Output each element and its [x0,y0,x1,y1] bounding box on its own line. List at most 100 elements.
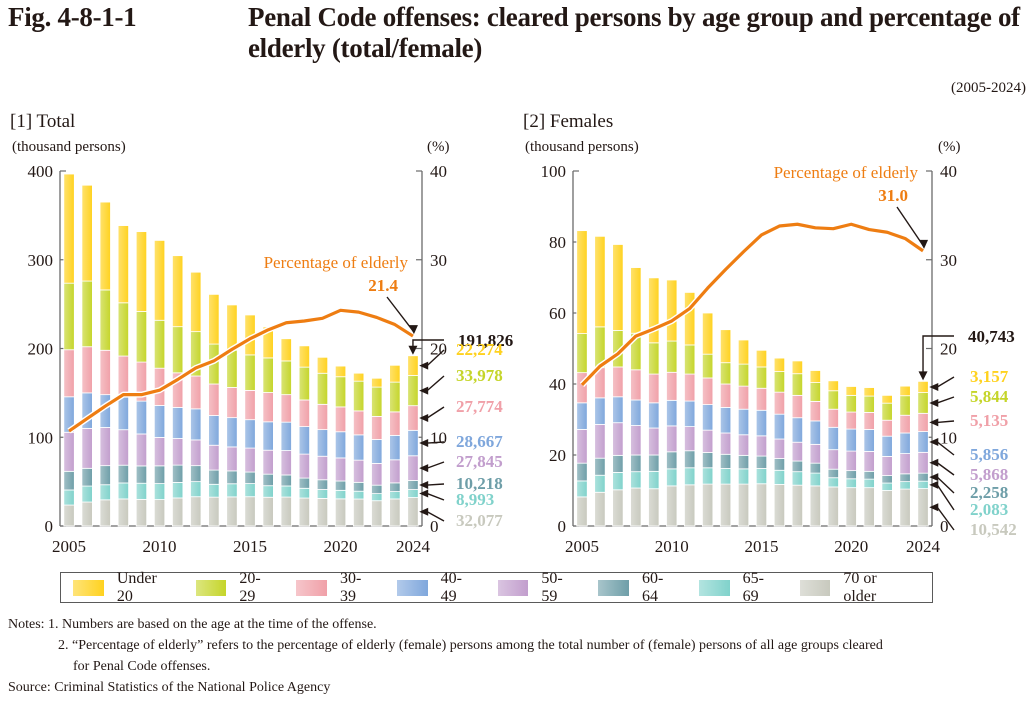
bar-60-64-2008 [117,464,129,484]
segment-label-65-69: 8,993 [456,490,494,509]
bar-60-64-2005 [576,462,588,482]
bar-under-20-2018 [298,345,311,368]
bar-60-64-2023 [389,482,401,492]
legend-label: 20-29 [239,569,261,605]
bar-65-69-2020 [334,489,347,500]
bar-40-49-2022 [371,439,383,464]
bar-under-20-2013 [208,293,220,345]
bar-60-64-2016 [262,473,274,487]
bar-30-39-2008 [630,369,642,401]
line-label: Percentage of elderly [774,163,919,182]
bar-70-or-older-2014 [226,496,238,527]
y2-tick-label: 10 [430,428,447,447]
bar-50-59-2013 [719,432,732,455]
bar-stack-2005 [576,230,588,527]
bar-30-39-2012 [701,377,714,405]
legend-label: Under 20 [116,569,157,605]
bar-under-20-2023 [389,364,401,383]
bar-65-69-2019 [316,489,329,499]
bar-under-20-2006 [594,235,606,328]
bar-50-59-2010 [666,425,678,453]
bar-50-59-2024 [407,455,419,481]
bar-40-49-2023 [899,432,911,454]
bar-20-29-2014 [226,349,238,388]
bar-under-20-2010 [153,240,166,321]
segment-label-under-20: 3,157 [970,367,1009,386]
bar-60-64-2017 [791,460,804,473]
bar-65-69-2015 [755,468,768,485]
bar-20-29-2006 [81,280,93,348]
bar-60-64-2021 [352,481,365,492]
bar-30-39-2016 [773,391,786,415]
bar-30-39-2011 [684,373,696,402]
bar-30-39-2016 [262,392,274,423]
y-tick-label: 20 [549,446,566,465]
bar-under-20-2017 [280,338,292,362]
segment-label-30-39: 27,774 [456,397,503,416]
bar-70-or-older-2016 [262,496,274,527]
bar-60-64-2019 [827,468,839,479]
bar-65-69-2023 [389,491,401,500]
bar-60-64-2023 [899,473,911,483]
bar-65-69-2011 [684,467,696,486]
bar-30-39-2019 [316,403,329,431]
bar-70-or-older-2019 [827,486,839,527]
bar-50-59-2005 [63,431,75,472]
line-callout-arrow [386,296,415,333]
legend-label: 30-39 [340,569,362,605]
bar-30-39-2021 [863,411,875,430]
bar-65-69-2021 [863,478,875,489]
bar-40-49-2020 [845,428,857,452]
bar-20-29-2020 [334,376,347,408]
bar-50-59-2019 [316,455,329,481]
bar-stack-2008 [117,225,129,527]
bar-under-20-2009 [135,231,148,312]
bar-20-29-2017 [280,360,292,396]
bar-stack-2009 [135,231,148,527]
y2-tick-label: 20 [940,340,957,359]
bar-20-29-2022 [881,402,893,421]
y-tick-label: 300 [28,251,54,270]
bar-60-64-2007 [99,465,111,486]
bar-70-or-older-2013 [208,496,220,527]
legend-item-under-20: Under 20 [73,570,175,606]
segment-callout-arrowhead [929,398,939,407]
bar-50-59-2018 [809,443,821,464]
y-tick-label: 0 [558,517,567,536]
bar-65-69-2020 [845,478,857,489]
bar-50-59-2016 [773,438,786,459]
y2-tick-label: 30 [940,251,957,270]
bar-20-29-2011 [684,344,696,375]
bar-20-29-2013 [719,362,732,385]
bar-65-69-2015 [244,483,256,498]
bar-stack-2006 [594,235,606,527]
bar-60-64-2015 [244,471,256,484]
bar-20-29-2021 [863,395,875,413]
bar-70-or-older-2005 [576,496,588,527]
total-callout-line [922,335,954,374]
bar-20-29-2005 [63,282,75,351]
bar-65-69-2006 [594,474,606,493]
bar-20-29-2021 [352,380,365,412]
figure-title: Fig. 4-8-1-1 Penal Code offenses: cleared… [8,2,1020,64]
segment-callout-line [936,476,955,494]
x-tick-label: 2015 [233,537,267,556]
segment-callout-arrowhead [929,458,939,467]
bar-65-69-2010 [666,468,678,487]
x-tick-label: 2005 [565,537,599,556]
bar-70-or-older-2022 [371,500,383,527]
total-2024-label: 40,743 [968,327,1015,346]
bar-70-or-older-2012 [190,496,202,527]
bar-stack-2009 [648,277,660,527]
bar-60-64-2011 [684,450,696,469]
bar-70-or-older-2011 [684,484,696,527]
bar-20-29-2017 [791,373,804,396]
bar-under-20-2010 [666,279,678,342]
bar-50-59-2017 [280,450,292,476]
bar-70-or-older-2010 [153,499,166,527]
y2-tick-label: 30 [430,251,447,270]
segment-label-60-64: 10,218 [456,474,503,493]
legend-label: 70 or older [843,569,877,605]
bar-40-49-2021 [863,429,875,452]
